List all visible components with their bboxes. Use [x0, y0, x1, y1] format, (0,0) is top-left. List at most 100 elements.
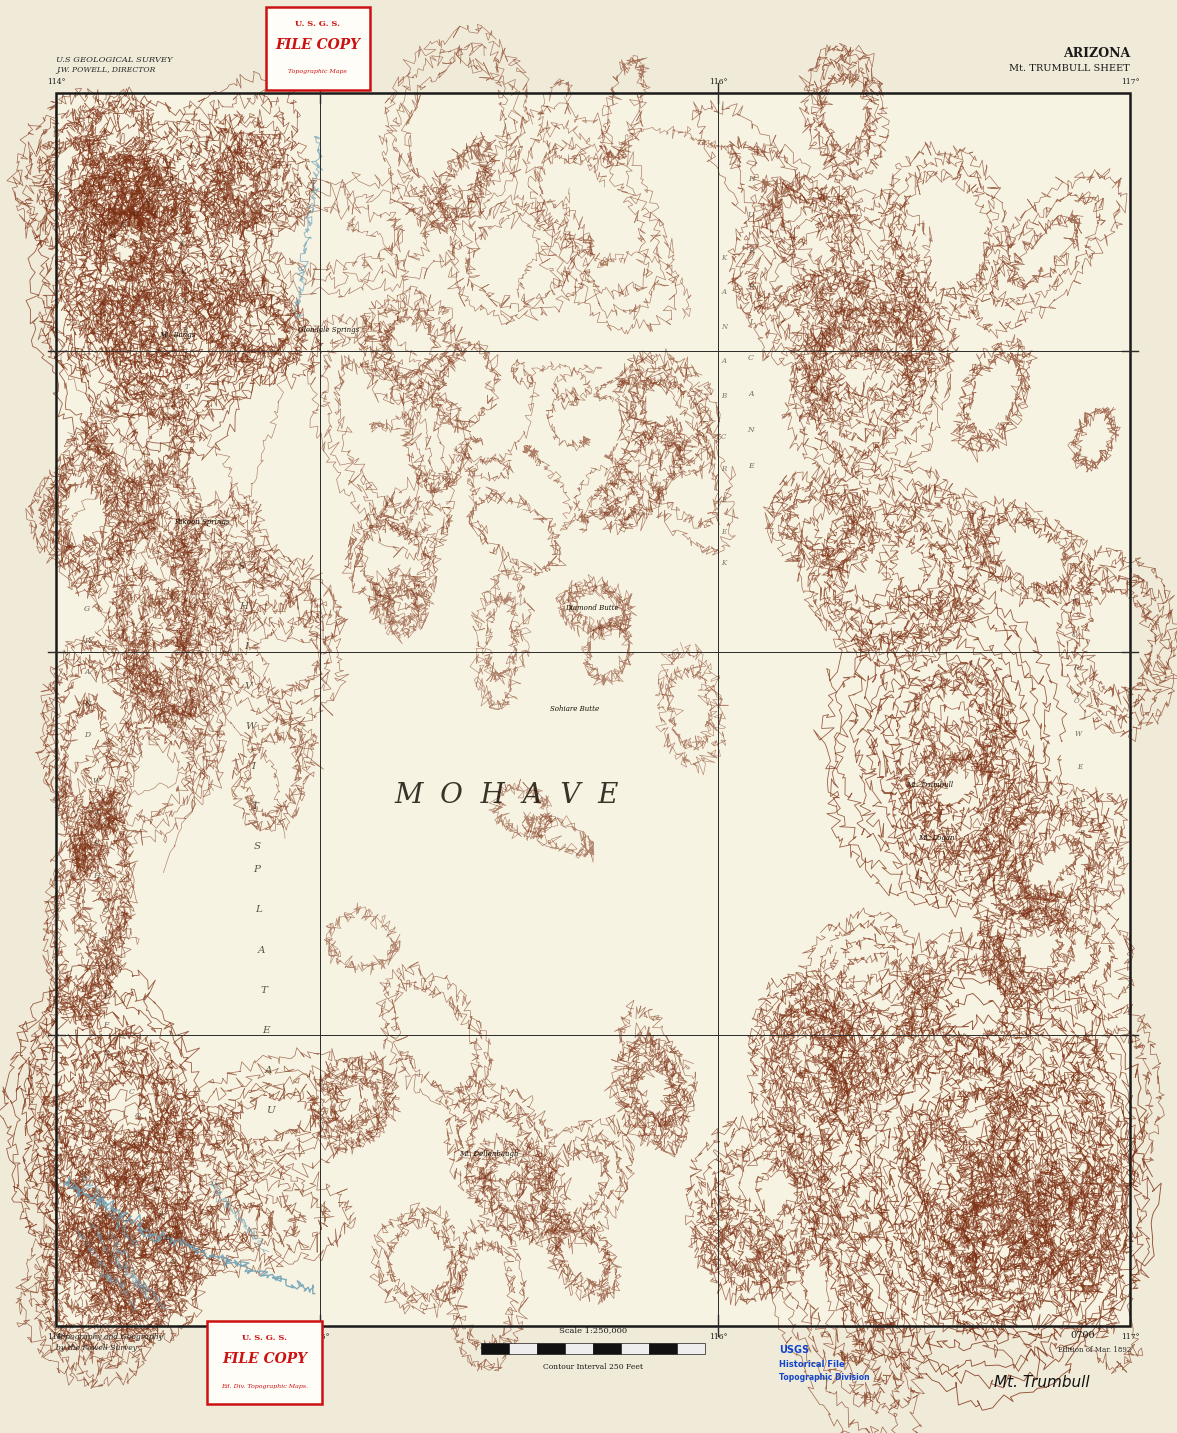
Text: A: A — [749, 390, 753, 398]
Text: R: R — [749, 282, 753, 291]
Text: U. S. G. S.: U. S. G. S. — [242, 1334, 287, 1341]
Bar — [510, 1343, 538, 1354]
Text: H: H — [239, 602, 248, 610]
Text: E: E — [1077, 762, 1082, 771]
Text: S: S — [238, 562, 245, 570]
Text: Topographic Division: Topographic Division — [779, 1373, 870, 1381]
Text: Scale 1:250,000: Scale 1:250,000 — [559, 1326, 627, 1334]
Text: U: U — [177, 182, 181, 191]
Text: FILE COPY: FILE COPY — [275, 37, 360, 52]
Text: 114°: 114° — [47, 77, 66, 86]
Text: O: O — [121, 221, 126, 229]
Text: I: I — [244, 642, 248, 651]
Text: T: T — [185, 383, 189, 391]
Text: P: P — [1079, 828, 1084, 837]
Text: R: R — [1073, 663, 1078, 672]
Text: I: I — [251, 762, 255, 771]
Text: Glendale Springs: Glendale Springs — [298, 325, 359, 334]
Text: T: T — [157, 186, 161, 195]
Bar — [677, 1343, 705, 1354]
Text: N: N — [84, 699, 91, 708]
Bar — [56, 93, 1130, 1326]
Bar — [207, 1321, 322, 1404]
Text: R: R — [153, 1185, 158, 1194]
Text: R: R — [182, 325, 187, 334]
Text: F: F — [104, 992, 108, 1000]
Text: T: T — [1071, 598, 1076, 606]
Text: N: N — [144, 198, 151, 206]
Text: Edition of Mar. 1892: Edition of Mar. 1892 — [1058, 1346, 1131, 1354]
Text: FILE COPY: FILE COPY — [222, 1351, 307, 1366]
Text: I: I — [105, 963, 107, 972]
Text: I: I — [750, 318, 752, 327]
Text: W: W — [1075, 729, 1082, 738]
Text: A: A — [94, 808, 99, 817]
Text: N: N — [747, 426, 754, 434]
Text: E: E — [262, 1026, 270, 1035]
Text: Mt. TRUMBULL SHEET: Mt. TRUMBULL SHEET — [1009, 64, 1130, 73]
Bar — [650, 1343, 677, 1354]
Text: Topographic Maps: Topographic Maps — [288, 69, 347, 75]
Text: Ed. Div. Topographic Maps.: Ed. Div. Topographic Maps. — [221, 1383, 308, 1389]
Text: Mt. Trumbull: Mt. Trumbull — [993, 1376, 1090, 1390]
Bar — [481, 1343, 510, 1354]
Text: L: L — [104, 934, 108, 943]
Text: N: N — [191, 152, 198, 160]
Text: Diamond Butte: Diamond Butte — [565, 603, 619, 612]
Text: Mt. Logan: Mt. Logan — [918, 834, 955, 843]
Text: 0700: 0700 — [1071, 1331, 1095, 1340]
Bar — [565, 1343, 593, 1354]
Text: 117°: 117° — [1121, 77, 1139, 86]
Text: S: S — [204, 140, 208, 149]
Text: A: A — [159, 1209, 164, 1218]
Text: A: A — [258, 946, 265, 954]
Text: A: A — [181, 297, 186, 305]
Text: Sohiare Butte: Sohiare Butte — [550, 705, 599, 714]
Text: T: T — [252, 802, 259, 811]
Text: S: S — [94, 840, 99, 848]
Text: K: K — [180, 268, 185, 277]
Text: O: O — [1075, 696, 1079, 705]
Text: D: D — [164, 1234, 171, 1242]
Text: I: I — [179, 211, 181, 219]
Text: W: W — [245, 722, 257, 731]
Text: Mt. Bangs: Mt. Bangs — [159, 331, 195, 340]
Text: O: O — [146, 1161, 153, 1169]
Text: C: C — [129, 1088, 134, 1096]
Text: L: L — [141, 1136, 146, 1145]
Bar — [621, 1343, 650, 1354]
Text: R: R — [749, 246, 753, 255]
Text: E: E — [722, 527, 726, 536]
Text: Topography and Geography
by the Powell Survey: Topography and Geography by the Powell S… — [56, 1333, 164, 1353]
Text: 116°: 116° — [709, 77, 727, 86]
Text: 116°: 116° — [709, 1333, 727, 1341]
Text: E: E — [722, 496, 726, 504]
Text: Pakoon Springs: Pakoon Springs — [174, 517, 230, 526]
Text: A: A — [85, 668, 89, 676]
Text: O: O — [134, 1112, 141, 1121]
Text: E: E — [749, 461, 753, 470]
Text: 115°: 115° — [311, 1333, 330, 1341]
Text: B: B — [722, 391, 726, 400]
Text: R: R — [722, 464, 726, 473]
Text: L: L — [255, 906, 262, 914]
Text: H: H — [93, 871, 100, 880]
Bar — [56, 93, 1130, 1326]
Text: N: N — [178, 239, 185, 248]
Text: C: C — [722, 433, 726, 441]
Text: P: P — [253, 866, 260, 874]
Text: A: A — [722, 357, 726, 365]
Text: J.W. POWELL, DIRECTOR: J.W. POWELL, DIRECTOR — [56, 66, 155, 75]
Text: C: C — [749, 354, 753, 363]
Text: O: O — [1072, 631, 1077, 639]
Text: N: N — [720, 322, 727, 331]
Text: K: K — [722, 559, 726, 567]
Text: A: A — [1078, 795, 1083, 804]
Text: C: C — [104, 906, 108, 914]
Text: M: M — [108, 232, 115, 241]
Bar — [538, 1343, 565, 1354]
Text: S: S — [254, 843, 261, 851]
Text: USGS: USGS — [779, 1346, 810, 1354]
Text: 117°: 117° — [1121, 1333, 1139, 1341]
Text: M  O  H  A  V  E: M O H A V E — [394, 782, 618, 808]
